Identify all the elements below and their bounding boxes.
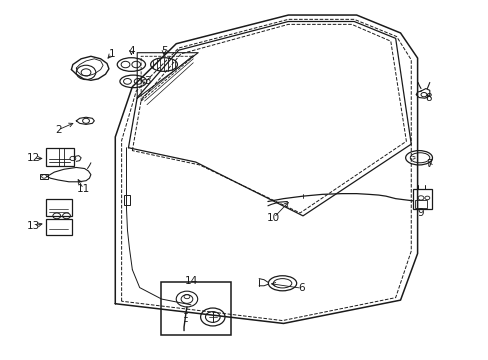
Text: 4: 4: [128, 46, 134, 56]
Bar: [123, 195, 130, 205]
Text: 1: 1: [108, 49, 115, 59]
Bar: [40, 174, 48, 179]
Text: 9: 9: [417, 208, 424, 218]
Text: 2: 2: [55, 125, 61, 135]
Bar: [160, 282, 231, 335]
Text: 6: 6: [298, 283, 305, 293]
Bar: [45, 220, 72, 234]
Text: 13: 13: [27, 221, 41, 231]
Text: 11: 11: [77, 184, 90, 194]
Text: 12: 12: [27, 153, 41, 163]
Text: 10: 10: [266, 213, 280, 222]
Text: 8: 8: [425, 93, 431, 103]
Bar: [45, 199, 72, 216]
Text: 5: 5: [161, 46, 167, 56]
Bar: [412, 189, 431, 210]
Bar: [414, 201, 427, 208]
Bar: [45, 148, 74, 166]
Text: 3: 3: [143, 76, 150, 86]
Text: 7: 7: [426, 159, 432, 169]
Text: 14: 14: [185, 276, 198, 286]
